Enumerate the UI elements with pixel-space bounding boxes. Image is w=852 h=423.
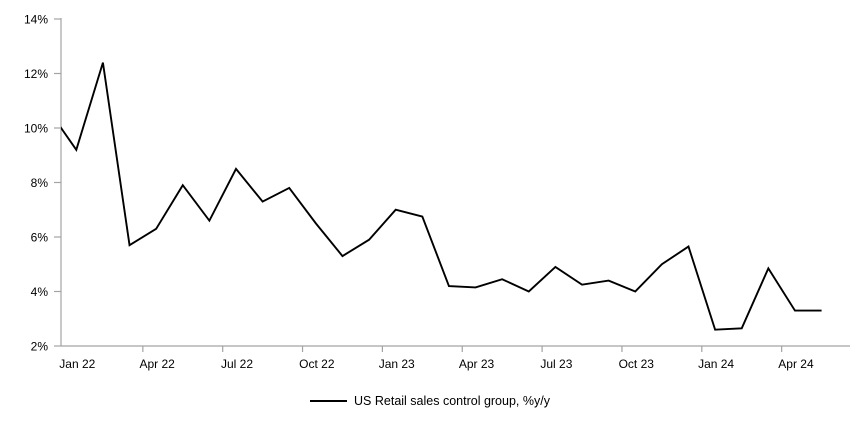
x-tick-label: Jul 23 bbox=[540, 357, 572, 371]
y-tick-label: 2% bbox=[31, 340, 49, 354]
x-tick-label: Oct 22 bbox=[299, 357, 335, 371]
x-tick-label: Jan 24 bbox=[698, 357, 734, 371]
x-tick-label: Jan 23 bbox=[379, 357, 415, 371]
y-tick-label: 4% bbox=[31, 285, 49, 299]
x-tick-label: Jan 22 bbox=[59, 357, 95, 371]
x-tick-label: Apr 24 bbox=[778, 357, 814, 371]
y-tick-label: 14% bbox=[24, 13, 48, 27]
y-tick-label: 6% bbox=[31, 231, 49, 245]
y-tick-label: 12% bbox=[24, 67, 48, 81]
series-line bbox=[61, 62, 822, 331]
legend-line-sample bbox=[310, 400, 348, 402]
legend-label: US Retail sales control group, %y/y bbox=[354, 393, 550, 408]
y-tick-label: 10% bbox=[24, 122, 48, 136]
chart-legend: US Retail sales control group, %y/y bbox=[4, 392, 852, 410]
x-tick-label: Apr 22 bbox=[139, 357, 175, 371]
x-tick-label: Jul 22 bbox=[221, 357, 253, 371]
y-tick-label: 8% bbox=[31, 176, 49, 190]
x-tick-label: Apr 23 bbox=[459, 357, 495, 371]
x-tick-label: Oct 23 bbox=[619, 357, 655, 371]
